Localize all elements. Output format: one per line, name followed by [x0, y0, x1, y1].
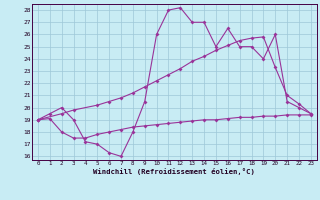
X-axis label: Windchill (Refroidissement éolien,°C): Windchill (Refroidissement éolien,°C)	[93, 168, 255, 175]
